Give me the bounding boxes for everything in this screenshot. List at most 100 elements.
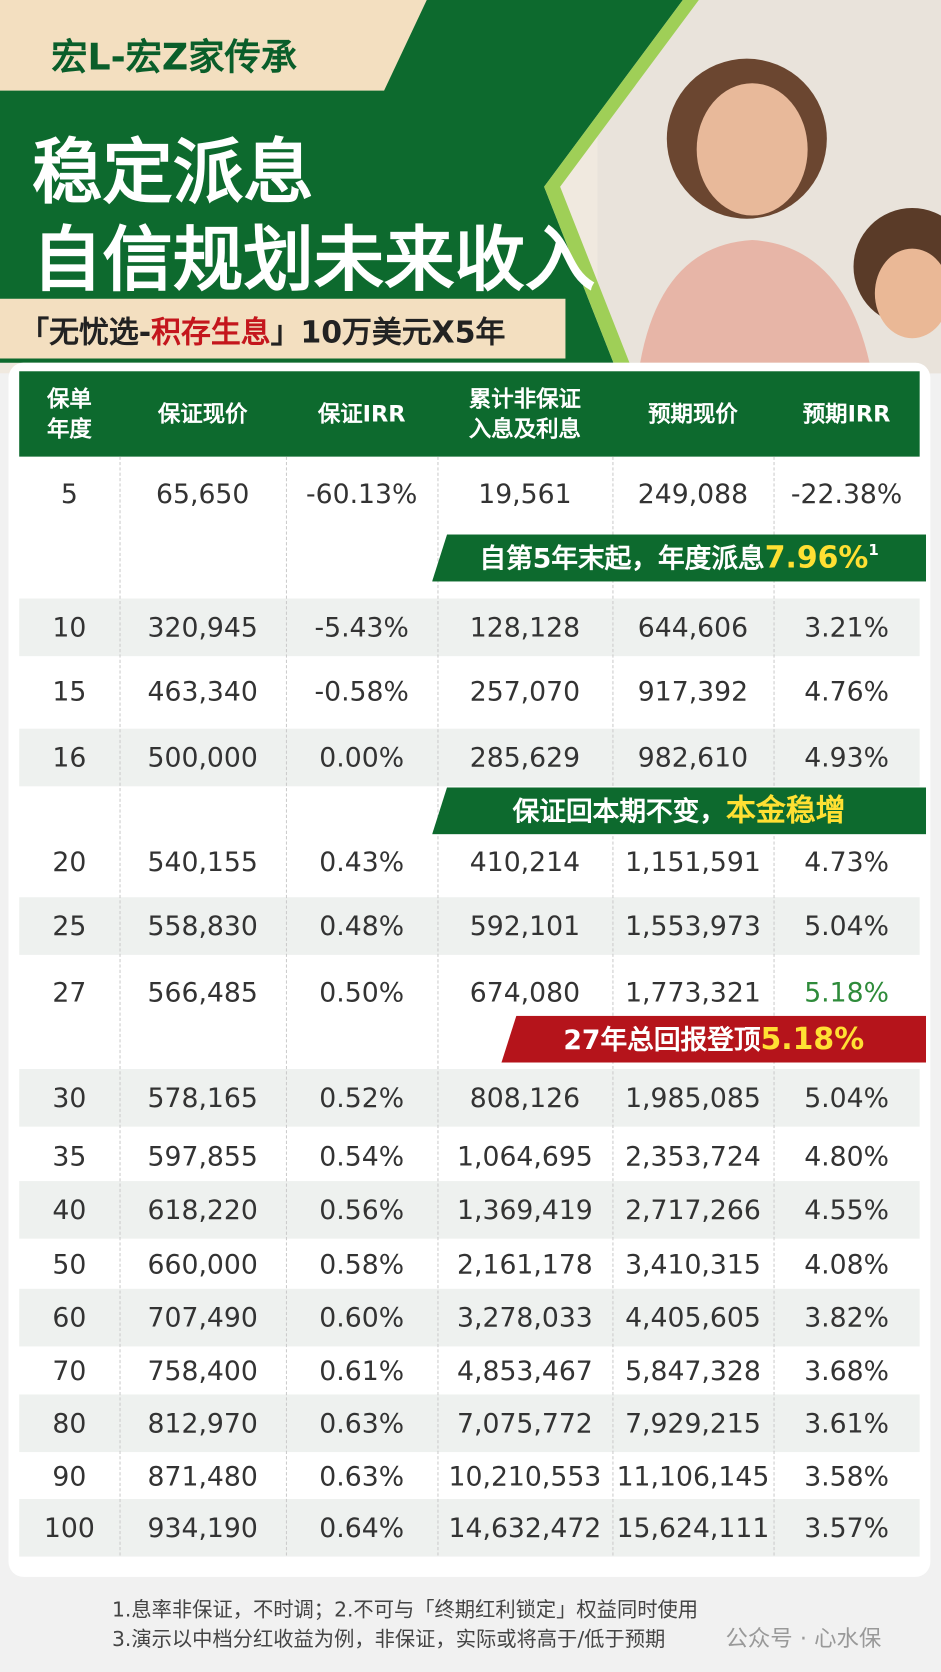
table-cell: 35 (52, 1141, 87, 1172)
table-cell: -5.43% (314, 611, 409, 643)
footnote: 1.息率非保证，不时调；2.不可与「终期红利锁定」权益同时使用 (112, 1598, 699, 1622)
banner-text: 27年总回报登顶 (563, 1024, 761, 1056)
table-cell: 3,410,315 (625, 1248, 761, 1280)
table-cell: 0.50% (319, 976, 405, 1008)
table-cell: 674,080 (469, 976, 581, 1008)
title: 自信规划未来收入 (32, 218, 596, 301)
table-cell: 558,830 (147, 910, 258, 942)
table-cell: 463,340 (147, 675, 258, 707)
table-cell: 592,101 (469, 910, 581, 942)
table-cell: 4,405,605 (625, 1302, 761, 1334)
table-cell: 4.80% (804, 1141, 889, 1172)
table-cell: 540,155 (147, 846, 258, 878)
banner-highlight: 7.96% (764, 539, 869, 576)
table-cell: 30 (52, 1082, 87, 1114)
table-cell: 1,064,695 (457, 1141, 593, 1172)
table-cell: 15 (52, 675, 87, 707)
column-header: 保证现价 (157, 401, 248, 427)
table-cell: 808,126 (469, 1082, 581, 1114)
table-cell: 80 (52, 1407, 87, 1439)
table-cell: 917,392 (637, 675, 749, 707)
table-cell: 3.58% (804, 1461, 889, 1493)
banner: 自第5年末起，年度派息7.96%1 (432, 534, 927, 582)
table-cell: 2,161,178 (457, 1248, 593, 1280)
table-cell: 758,400 (147, 1355, 258, 1387)
table-cell: 257,070 (469, 675, 581, 707)
table-cell: 660,000 (147, 1248, 258, 1280)
row-bg (19, 897, 920, 955)
table-cell: 10 (52, 611, 87, 643)
table-cell: 0.52% (319, 1082, 405, 1114)
table-cell: 0.64% (319, 1512, 405, 1544)
banner-footnote-mark: 1 (868, 541, 879, 560)
table-cell: 597,855 (147, 1141, 258, 1172)
table-cell: -60.13% (306, 478, 418, 510)
banner-text: 保证回本期不变， (512, 795, 727, 827)
table-cell: 3.82% (804, 1302, 889, 1334)
table-cell: 60 (52, 1302, 87, 1334)
table-cell: 4.08% (804, 1248, 889, 1280)
table-cell: 50 (52, 1248, 87, 1280)
table-cell: 618,220 (147, 1194, 258, 1226)
table-cell: 90 (52, 1461, 87, 1493)
table-cell: 5.04% (804, 910, 889, 942)
table-cell: 0.00% (319, 742, 405, 773)
table-cell: 5,847,328 (625, 1355, 761, 1387)
table-cell: 982,610 (637, 742, 749, 773)
column-header: 预期现价 (648, 401, 738, 427)
table-cell: 0.63% (319, 1461, 405, 1493)
table-cell: 320,945 (147, 611, 258, 643)
table-cell: 3.57% (804, 1512, 889, 1544)
table-cell: 285,629 (469, 742, 581, 773)
title: 稳定派息 (32, 131, 314, 214)
table-cell: 10,210,553 (448, 1461, 602, 1493)
table-cell: 1,553,973 (625, 910, 761, 942)
table-cell: 1,773,321 (625, 976, 761, 1008)
row-bg (19, 1288, 920, 1347)
row-bg (19, 728, 920, 787)
table-cell: 40 (52, 1194, 87, 1226)
table-cell: 0.48% (319, 910, 405, 942)
table-cell: 7,075,772 (457, 1407, 593, 1439)
table-cell: 128,128 (469, 611, 581, 643)
subtitle-text: 」10万美元X5年 (270, 314, 506, 350)
table-cell: 5 (60, 478, 78, 510)
table-cell: 4.93% (804, 742, 889, 773)
table-cell: 644,606 (637, 611, 749, 643)
table-cell: 707,490 (147, 1302, 258, 1334)
table-cell: 5.04% (804, 1082, 889, 1114)
footnote: 3.演示以中档分红收益为例，非保证，实际或将高于/低于预期 (112, 1628, 666, 1652)
table-cell: 4.73% (804, 846, 889, 878)
table-cell: 100 (43, 1512, 95, 1544)
table-cell: 566,485 (147, 976, 258, 1008)
row-bg (19, 1181, 920, 1239)
table-cell: 20 (52, 846, 87, 878)
table-cell: 0.63% (319, 1407, 405, 1439)
banner-highlight: 本金稳增 (726, 792, 846, 828)
table-cell: -0.58% (314, 675, 409, 707)
table-cell: 3,278,033 (457, 1302, 593, 1334)
column-divider (773, 456, 775, 1556)
banner-text: 自第5年末起，年度派息 (479, 543, 765, 574)
table-cell: 11,106,145 (616, 1461, 770, 1493)
table-cell: 2,717,266 (625, 1194, 761, 1226)
table-cell: 70 (52, 1355, 87, 1387)
table-cell: 0.58% (319, 1248, 405, 1280)
table-cell: 934,190 (147, 1512, 258, 1544)
column-header: 保单 年度 (46, 386, 92, 442)
header-row (19, 371, 920, 457)
table-cell: 1,151,591 (625, 846, 761, 878)
table-cell: 19,561 (478, 478, 572, 510)
subtitle-text: 「无忧选- (19, 314, 152, 350)
table-cell: 249,088 (637, 478, 749, 510)
table-cell: 3.68% (804, 1355, 889, 1387)
table-cell: 3.21% (804, 611, 889, 643)
table-cell: 500,000 (147, 742, 258, 773)
column-header: 预期IRR (802, 401, 891, 427)
table-cell: 25 (52, 910, 87, 942)
watermark: 公众号 · 心水保 (725, 1625, 882, 1652)
table-cell: 0.54% (319, 1141, 405, 1172)
column-header: 保证IRR (317, 401, 406, 427)
